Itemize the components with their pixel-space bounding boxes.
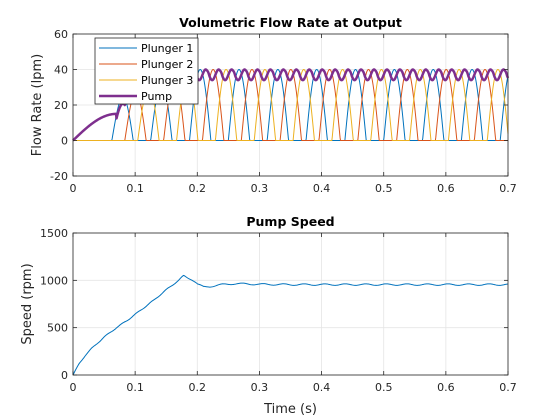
- pump-speed-xtick-label: 0: [70, 381, 77, 394]
- pump-speed-xtick-label: 0.4: [313, 381, 331, 394]
- flow-rate-xtick-label: 0.6: [437, 182, 455, 195]
- flow-rate-xtick-label: 0.3: [251, 182, 269, 195]
- pump-speed-ytick-label: 0: [61, 369, 68, 382]
- flow-rate-xtick-label: 0.4: [313, 182, 331, 195]
- pump-speed-xtick-label: 0.5: [375, 381, 393, 394]
- pump-speed-xtick-label: 0.2: [189, 381, 207, 394]
- legend-label-plunger-3: Plunger 3: [141, 74, 193, 87]
- pump-speed-plot-area: [73, 233, 508, 375]
- pump-speed-ytick-label: 1000: [40, 274, 68, 287]
- flow-rate-ylabel: Flow Rate (lpm): [30, 54, 45, 156]
- flow-rate-ytick-label: 20: [54, 99, 68, 112]
- pump-speed-title: Pump Speed: [246, 214, 334, 229]
- legend-label-pump: Pump: [141, 90, 172, 103]
- pump-speed-xlabel: Time (s): [263, 402, 317, 417]
- flow-rate-xtick-label: 0.7: [499, 182, 517, 195]
- flow-rate-title: Volumetric Flow Rate at Output: [179, 15, 402, 30]
- pump-speed-ytick-label: 500: [47, 322, 68, 335]
- flow-rate-ytick-label: 0: [61, 135, 68, 148]
- pump-speed-xtick-label: 0.6: [437, 381, 455, 394]
- legend-label-plunger-2: Plunger 2: [141, 58, 193, 71]
- flow-rate-xtick-label: 0.1: [126, 182, 144, 195]
- pump-speed-axes: 0 0.1 0.2 0.3 0.4 0.5 0.6 0.7 0 500 1000 1500 Pump …: [20, 214, 517, 417]
- flow-rate-legend: Plunger 1 Plunger 2 Plunger 3 Pump: [95, 38, 198, 104]
- flow-rate-ytick-label: -20: [50, 170, 68, 183]
- flow-rate-xtick-label: 0.5: [375, 182, 393, 195]
- flow-rate-xtick-label: 0: [70, 182, 77, 195]
- pump-speed-xtick-label: 0.7: [499, 381, 517, 394]
- flow-rate-ytick-label: 40: [54, 64, 68, 77]
- pump-speed-xtick-label: 0.3: [251, 381, 269, 394]
- legend-label-plunger-1: Plunger 1: [141, 42, 193, 55]
- pump-speed-ylabel: Speed (rpm): [20, 263, 35, 344]
- pump-speed-ytick-label: 1500: [40, 227, 68, 240]
- flow-rate-ytick-label: 60: [54, 28, 68, 41]
- flow-rate-xtick-label: 0.2: [189, 182, 207, 195]
- pump-speed-xtick-label: 0.1: [126, 381, 144, 394]
